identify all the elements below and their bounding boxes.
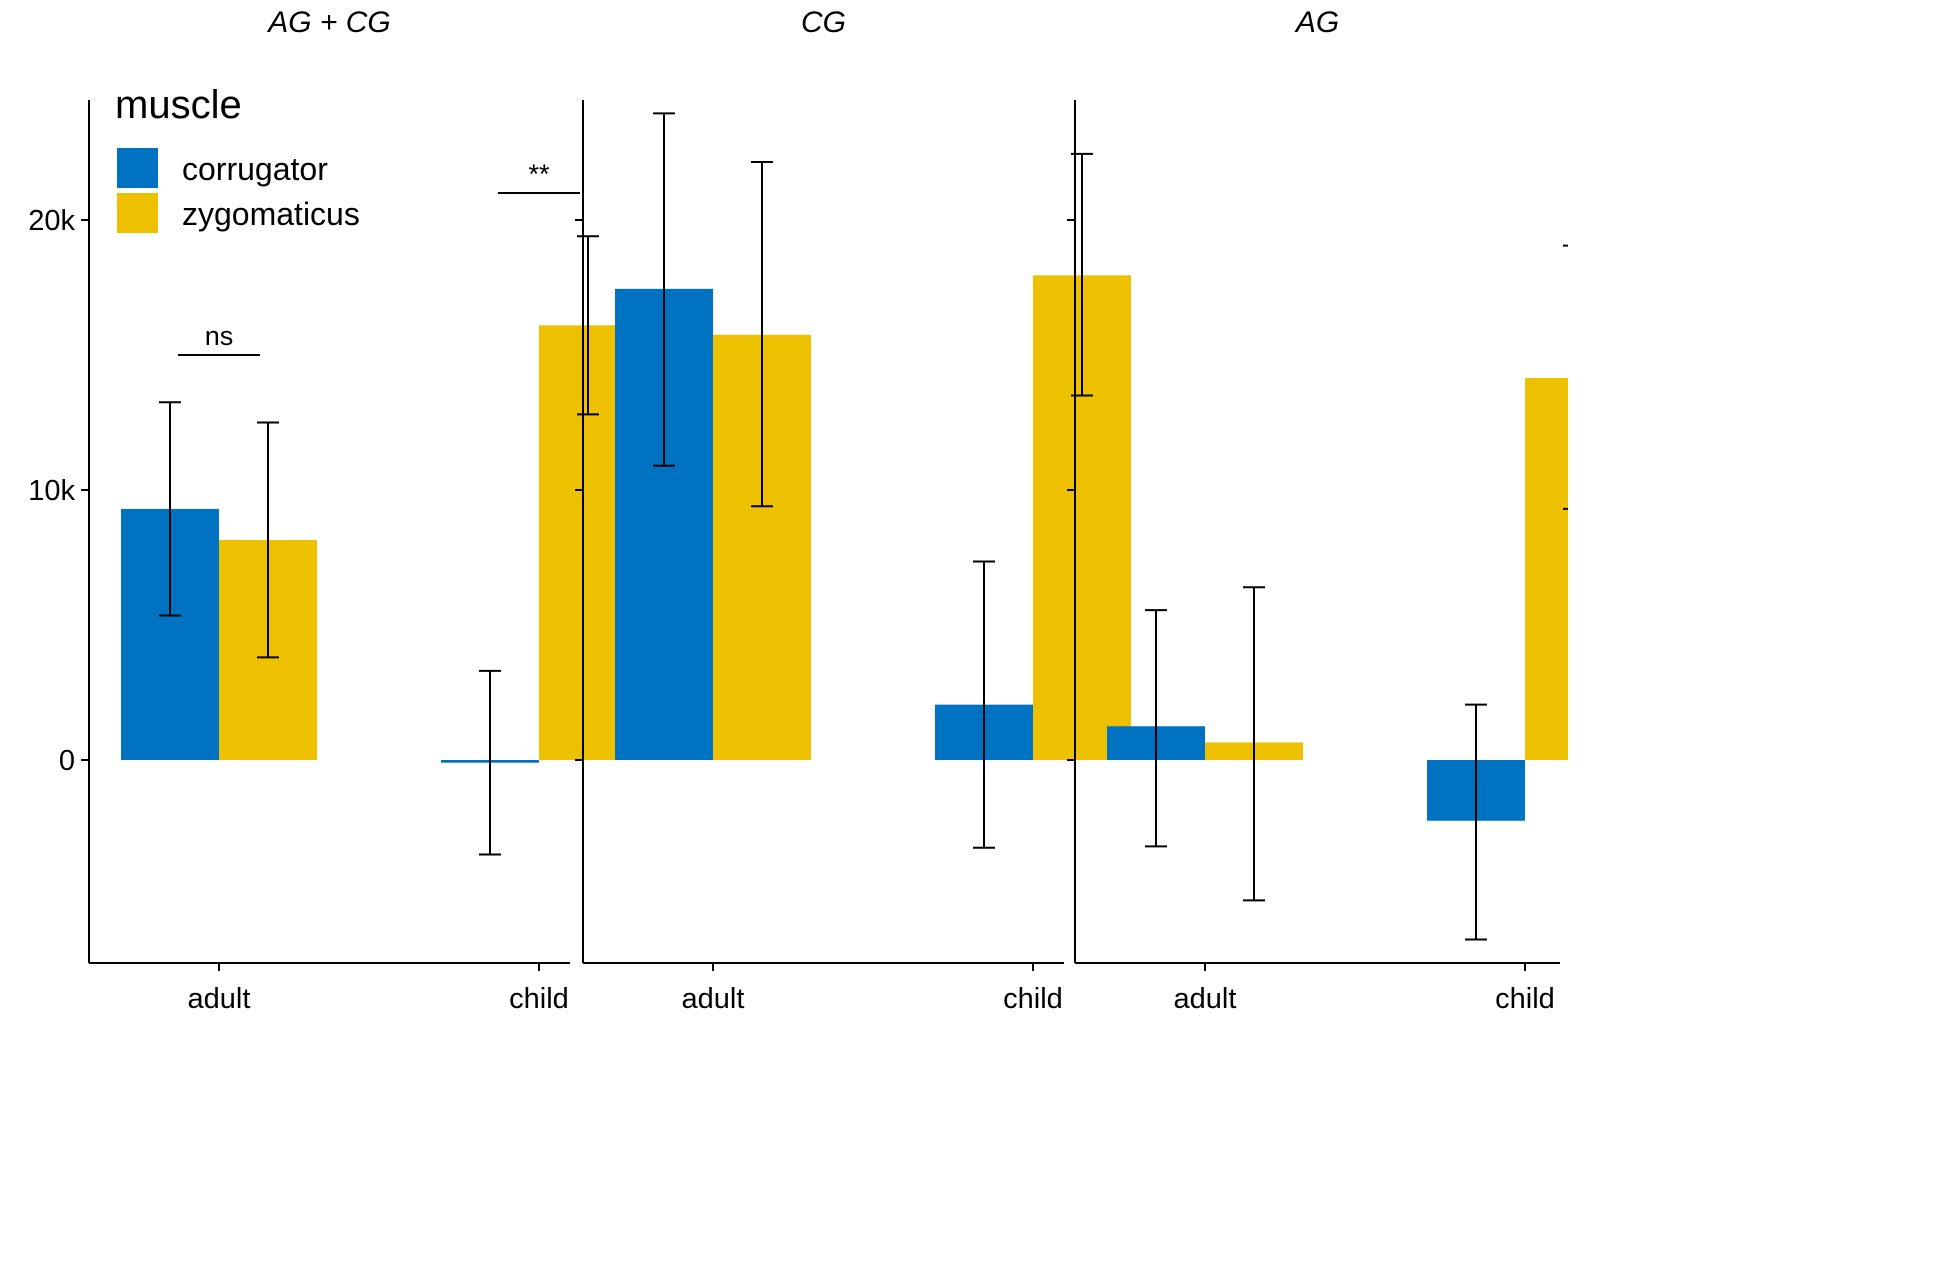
legend-label: corrugator: [182, 151, 328, 187]
facet-title: CG: [801, 6, 846, 39]
legend-key-zygomaticus: [117, 193, 158, 233]
faceted-bar-chart: AG + CG 0 10k 20k adult child ns ** CG adult child…: [28, 6, 1623, 1015]
chart-svg: AG + CG 0 10k 20k adult child ns ** CG adult child…: [28, 6, 1623, 1015]
significance-label: **: [528, 159, 550, 189]
facet-title: AG: [1294, 6, 1339, 39]
x-tick-label: child: [509, 983, 569, 1015]
y-tick-label: 0: [59, 745, 75, 777]
legend-title: muscle: [115, 83, 242, 127]
legend-key-corrugator: [117, 148, 158, 188]
x-tick-label: adult: [682, 983, 745, 1015]
facet-title: AG + CG: [266, 6, 391, 39]
bar-zygomaticus-child: [1525, 377, 1623, 760]
x-tick-label: adult: [1174, 983, 1237, 1015]
legend-label: zygomaticus: [182, 196, 360, 232]
x-tick-label: child: [1003, 983, 1063, 1015]
x-tick-label: adult: [188, 983, 251, 1015]
y-tick-label: 10k: [28, 475, 75, 507]
x-tick-label: child: [1495, 983, 1555, 1015]
significance-label: ns: [205, 321, 234, 351]
y-tick-label: 20k: [28, 205, 75, 237]
